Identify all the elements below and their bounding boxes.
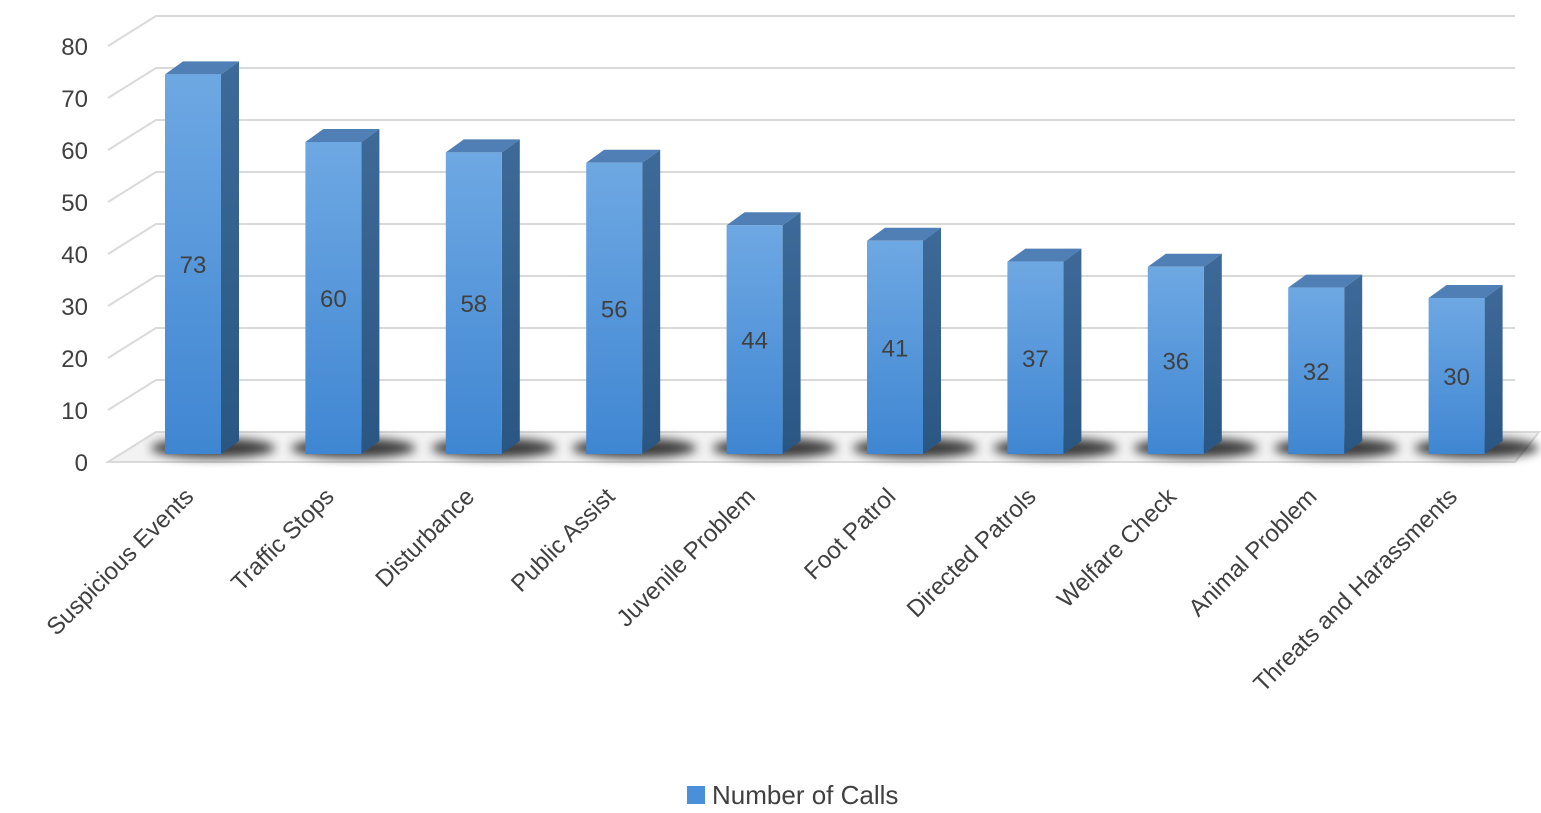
bar-front: [867, 240, 923, 454]
data-label: 30: [1443, 364, 1470, 391]
bar-side: [1203, 253, 1222, 454]
data-label: 60: [320, 286, 347, 313]
x-tick-label: Juvenile Problem: [612, 483, 761, 632]
legend-label: Number of Calls: [712, 780, 898, 808]
bar-side: [361, 129, 380, 454]
bars: 73 60 58 56 44 41 37 36 32 30: [165, 61, 1503, 455]
bar-front: [305, 142, 362, 454]
bar-side: [1344, 274, 1363, 454]
bar: [586, 149, 661, 455]
bar-top: [867, 227, 941, 241]
bar-side: [642, 149, 661, 455]
bar-front: [1007, 261, 1064, 454]
bar: [445, 139, 520, 454]
data-label: 37: [1022, 346, 1049, 373]
bar-top: [586, 149, 661, 163]
y-tick-label: 20: [61, 346, 88, 373]
bar-top: [445, 139, 520, 153]
y-tick-label: 0: [75, 450, 88, 477]
bar: [1288, 274, 1363, 454]
y-tick-label: 70: [61, 86, 88, 113]
bar: [165, 61, 239, 455]
bar-top: [726, 212, 801, 226]
y-tick-label: 80: [61, 34, 88, 61]
data-label: 41: [882, 335, 909, 362]
data-label: 73: [180, 252, 207, 279]
bar-front: [445, 152, 502, 454]
data-label: 56: [601, 296, 628, 323]
y-tick-label: 60: [61, 138, 88, 165]
bar: [1007, 248, 1082, 454]
x-axis-labels: Suspicious Events Traffic Stops Disturbanc…: [41, 482, 1462, 697]
x-tick-label: Public Assist: [506, 483, 621, 598]
bar-top: [1428, 285, 1503, 298]
bar-side: [1484, 285, 1503, 454]
x-tick-label: Foot Patrol: [799, 483, 901, 585]
y-tick-label: 10: [61, 398, 88, 425]
gridline: [107, 15, 1515, 47]
bar-front: [586, 162, 643, 455]
y-tick-label: 40: [61, 242, 88, 269]
x-tick-label: Disturbance: [370, 483, 480, 593]
bar-side: [923, 227, 941, 454]
x-tick-label: Suspicious Events: [41, 483, 199, 641]
gridline: [107, 119, 1515, 151]
x-tick-label: Traffic Stops: [226, 483, 339, 596]
data-label: 44: [741, 328, 768, 355]
bar: [867, 227, 941, 454]
bar-side: [501, 139, 520, 454]
y-tick-label: 30: [61, 294, 88, 321]
y-axis: 0 10 20 30 40 50 60 70 80: [61, 34, 88, 477]
bar-top: [305, 129, 380, 142]
x-tick-label: Animal Problem: [1184, 483, 1323, 622]
legend-item: Number of Calls: [687, 780, 898, 810]
data-label: 36: [1162, 348, 1189, 375]
bar-side: [1063, 248, 1082, 454]
bar: [1147, 253, 1222, 454]
bar-front: [726, 225, 783, 454]
bar: [1428, 285, 1503, 454]
bar-top: [1147, 253, 1222, 267]
bar: [726, 212, 801, 454]
bar-front: [1288, 287, 1345, 454]
bar: [305, 129, 380, 454]
legend-swatch: [687, 786, 705, 804]
bar-top: [165, 61, 239, 75]
bar-front: [1428, 298, 1485, 454]
bar-top: [1007, 248, 1082, 262]
x-tick-label: Directed Patrols: [902, 483, 1042, 623]
bar-side: [221, 61, 239, 455]
bar-front: [1147, 266, 1204, 454]
gridline: [107, 67, 1515, 99]
data-label: 58: [460, 291, 487, 318]
data-label: 32: [1303, 359, 1330, 386]
legend: Number of Calls: [687, 780, 898, 810]
gridline: [107, 171, 1515, 203]
bar-side: [782, 212, 801, 454]
y-tick-label: 50: [61, 190, 88, 217]
gridline: [107, 223, 1515, 255]
bar-top: [1288, 274, 1363, 288]
x-tick-label: Welfare Check: [1052, 482, 1183, 613]
bar-front: [165, 74, 221, 455]
